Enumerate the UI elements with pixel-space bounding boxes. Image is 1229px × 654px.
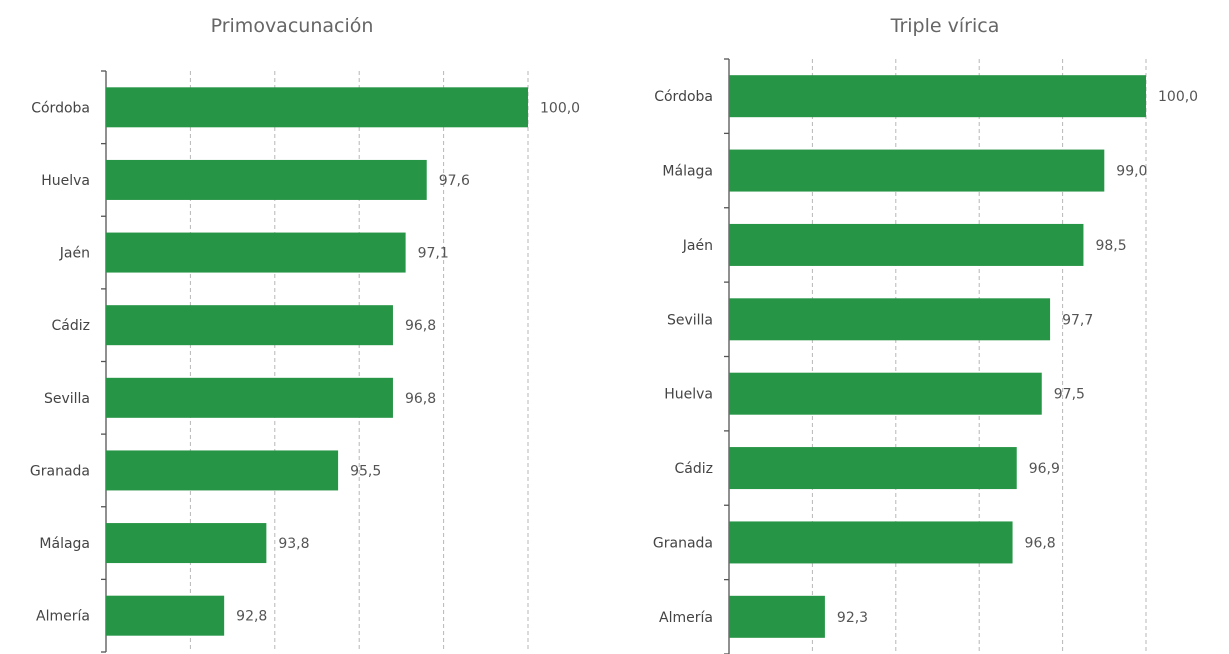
category-label: Málaga: [39, 536, 90, 552]
bar: [106, 523, 267, 564]
bar: [106, 595, 225, 636]
bar: [729, 75, 1146, 118]
chart-primovacunacion-svg: Primovacunación Córdoba 100,0 Huelva 97,6 Ja…: [30, 15, 580, 653]
chart-triple-virica: Triple vírica Córdoba 100,0 Málaga 99,0 Jaén…: [614, 0, 1229, 654]
value-label: 96,8: [405, 391, 436, 407]
category-label: Cádiz: [52, 318, 90, 334]
category-label: Cádiz: [675, 461, 713, 477]
category-label: Almería: [36, 609, 90, 625]
bar: [729, 447, 1017, 490]
value-label: 96,8: [405, 318, 436, 334]
category-label: Huelva: [41, 173, 90, 189]
category-label: Córdoba: [31, 100, 90, 116]
value-label: 96,8: [1025, 535, 1056, 551]
category-label: Sevilla: [44, 391, 90, 407]
value-label: 92,8: [236, 609, 267, 625]
category-label: Jaén: [59, 246, 90, 262]
category-label: Córdoba: [654, 89, 713, 105]
value-label: 92,3: [837, 610, 868, 626]
bar: [729, 595, 825, 638]
bar: [729, 521, 1013, 564]
bar: [729, 149, 1105, 192]
value-label: 97,1: [418, 246, 449, 262]
value-label: 95,5: [350, 463, 381, 479]
value-label: 100,0: [1158, 89, 1198, 105]
chart-title: Triple vírica: [890, 15, 1000, 37]
value-label: 99,0: [1116, 164, 1147, 180]
chart-triple-virica-svg: Triple vírica Córdoba 100,0 Málaga 99,0 Jaén…: [653, 15, 1198, 654]
category-label: Huelva: [664, 387, 713, 403]
bar: [106, 232, 406, 273]
chart-primovacunacion: Primovacunación Córdoba 100,0 Huelva 97,6 Ja…: [0, 0, 614, 654]
bar: [729, 223, 1084, 266]
value-label: 97,6: [439, 173, 470, 189]
value-label: 98,5: [1095, 238, 1126, 254]
value-label: 93,8: [278, 536, 309, 552]
value-label: 97,7: [1062, 312, 1093, 328]
value-label: 97,5: [1054, 387, 1085, 403]
category-label: Málaga: [662, 164, 713, 180]
bar: [729, 298, 1051, 341]
bar: [106, 87, 528, 128]
bar: [106, 377, 393, 418]
chart-title: Primovacunación: [211, 15, 374, 37]
bar: [106, 159, 427, 200]
value-label: 96,9: [1029, 461, 1060, 477]
category-label: Granada: [653, 535, 713, 551]
bar: [729, 372, 1042, 415]
category-label: Jaén: [682, 238, 713, 254]
category-label: Sevilla: [667, 312, 713, 328]
category-label: Almería: [659, 610, 713, 626]
category-label: Granada: [30, 463, 90, 479]
bar: [106, 450, 339, 491]
value-label: 100,0: [540, 100, 580, 116]
bar: [106, 305, 393, 346]
